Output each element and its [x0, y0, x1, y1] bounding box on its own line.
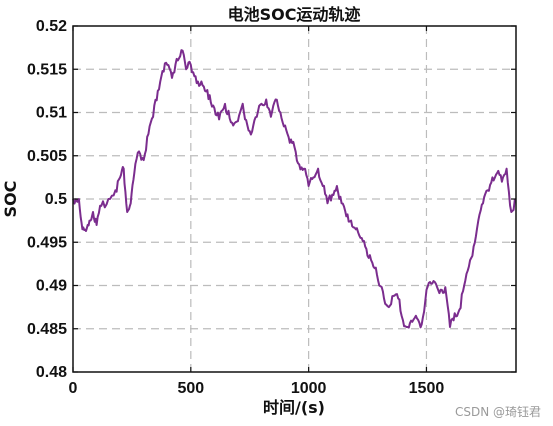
chart-title: 电池SOC运动轨迹 — [228, 5, 361, 24]
y-axis-label: SOC — [1, 181, 20, 218]
y-tick-label: 0.51 — [36, 105, 67, 122]
x-tick-label: 1500 — [409, 380, 445, 397]
y-tick-label: 0.495 — [27, 234, 67, 251]
y-tick-label: 0.5 — [45, 191, 67, 208]
x-tick-label: 1000 — [291, 380, 327, 397]
watermark: CSDN @琦钰君 — [454, 405, 541, 419]
y-tick-label: 0.505 — [27, 148, 67, 165]
y-tick-label: 0.485 — [27, 321, 67, 338]
soc-series-line — [72, 49, 517, 329]
x-ticks: 0 500 1000 1500 — [69, 26, 445, 397]
y-tick-label: 0.52 — [36, 18, 67, 35]
x-axis-label: 时间/(s) — [263, 398, 325, 417]
y-tick-label: 0.48 — [36, 364, 67, 381]
y-tick-label: 0.515 — [27, 61, 67, 78]
x-tick-label: 0 — [69, 380, 78, 397]
y-tick-label: 0.49 — [36, 278, 67, 295]
grid — [73, 26, 516, 372]
x-tick-label: 500 — [177, 380, 204, 397]
y-ticks: 0.48 0.485 0.49 0.495 0.5 0.505 0.51 0.515 0.52 — [27, 18, 516, 381]
